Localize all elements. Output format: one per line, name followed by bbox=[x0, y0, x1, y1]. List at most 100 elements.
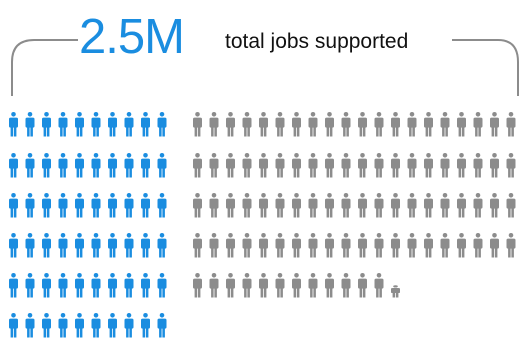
blue-person-icon bbox=[157, 273, 167, 298]
blue-person-icon bbox=[124, 153, 134, 178]
blue-person-icon bbox=[75, 193, 84, 218]
blue-person-icon bbox=[58, 193, 68, 218]
gray-person-icon bbox=[358, 233, 367, 258]
gray-person-icon bbox=[292, 273, 301, 298]
blue-person-icon bbox=[75, 233, 84, 258]
blue-person-icon bbox=[124, 112, 134, 137]
blue-person-icon bbox=[141, 233, 150, 258]
gray-person-icon bbox=[424, 153, 433, 178]
blue-person-icon bbox=[58, 112, 68, 137]
gray-person-icon bbox=[473, 193, 483, 218]
blue-person-icon bbox=[91, 112, 101, 137]
gray-person-icon bbox=[308, 193, 318, 218]
gray-person-icon bbox=[457, 233, 466, 258]
blue-person-icon bbox=[75, 313, 84, 338]
gray-person-icon bbox=[490, 193, 499, 218]
blue-person-icon bbox=[141, 273, 150, 298]
gray-person-icon bbox=[374, 112, 384, 137]
gray-person-icon bbox=[407, 193, 417, 218]
blue-person-icon bbox=[157, 112, 167, 137]
gray-person-icon bbox=[226, 112, 235, 137]
gray-person-icon bbox=[358, 153, 367, 178]
gray-person-icon bbox=[259, 193, 268, 218]
blue-person-icon bbox=[9, 112, 18, 137]
gray-person-icon bbox=[242, 273, 252, 298]
blue-person-icon bbox=[25, 153, 35, 178]
blue-person-icon bbox=[42, 273, 51, 298]
gray-person-icon bbox=[358, 193, 367, 218]
blue-person-icon bbox=[42, 313, 51, 338]
blue-person-icon bbox=[42, 153, 51, 178]
headline-value: 2.5M bbox=[79, 10, 184, 64]
blue-person-icon bbox=[58, 153, 68, 178]
blue-person-icon bbox=[108, 273, 117, 298]
blue-person-icon bbox=[75, 273, 84, 298]
blue-person-icon bbox=[25, 233, 35, 258]
blue-person-icon bbox=[9, 233, 18, 258]
gray-person-icon bbox=[242, 233, 252, 258]
gray-person-icon bbox=[292, 193, 301, 218]
gray-person-icon bbox=[490, 153, 499, 178]
blue-person-icon bbox=[9, 153, 18, 178]
gray-person-icon bbox=[457, 193, 466, 218]
gray-person-icon bbox=[259, 153, 268, 178]
blue-person-icon bbox=[25, 313, 35, 338]
gray-person-icon bbox=[275, 273, 285, 298]
blue-person-icon bbox=[42, 112, 51, 137]
gray-person-icon bbox=[391, 112, 400, 137]
blue-person-icon bbox=[25, 273, 35, 298]
bracket-left bbox=[11, 39, 78, 96]
gray-person-icon bbox=[292, 112, 301, 137]
gray-person-icon bbox=[308, 153, 318, 178]
gray-person-icon bbox=[473, 153, 483, 178]
gray-person-icon bbox=[374, 233, 384, 258]
gray-person-icon bbox=[226, 233, 235, 258]
blue-person-icon bbox=[124, 193, 134, 218]
gray-person-icon bbox=[424, 112, 433, 137]
gray-person-icon bbox=[193, 193, 202, 218]
gray-person-icon bbox=[440, 112, 450, 137]
gray-person-icon bbox=[275, 153, 285, 178]
gray-person-icon bbox=[490, 233, 499, 258]
blue-person-icon bbox=[91, 313, 101, 338]
blue-person-icon bbox=[25, 193, 35, 218]
gray-person-icon bbox=[226, 153, 235, 178]
gray-person-icon bbox=[259, 233, 268, 258]
blue-person-icon bbox=[124, 313, 134, 338]
gray-person-icon bbox=[209, 153, 219, 178]
gray-person-icon bbox=[209, 233, 219, 258]
blue-person-icon bbox=[42, 193, 51, 218]
blue-person-icon bbox=[108, 313, 117, 338]
gray-person-icon bbox=[341, 193, 351, 218]
gray-person-icon bbox=[242, 193, 252, 218]
gray-person-icon bbox=[374, 193, 384, 218]
blue-person-icon bbox=[157, 233, 167, 258]
gray-person-icon bbox=[292, 153, 301, 178]
gray-person-icon bbox=[490, 112, 499, 137]
gray-person-icon bbox=[506, 193, 516, 218]
gray-person-icon bbox=[209, 273, 219, 298]
gray-person-icon bbox=[473, 112, 483, 137]
gray-person-icon bbox=[506, 153, 516, 178]
blue-person-icon bbox=[141, 153, 150, 178]
gray-person-icon bbox=[226, 193, 235, 218]
blue-person-icon bbox=[157, 153, 167, 178]
blue-person-icon bbox=[75, 153, 84, 178]
gray-person-icon bbox=[440, 153, 450, 178]
gray-person-icon bbox=[374, 153, 384, 178]
blue-person-icon bbox=[157, 313, 167, 338]
blue-person-icon bbox=[108, 112, 117, 137]
gray-person-icon bbox=[259, 273, 268, 298]
gray-person-icon bbox=[358, 273, 367, 298]
gray-person-icon bbox=[358, 112, 367, 137]
blue-person-icon bbox=[58, 233, 68, 258]
blue-person-icon bbox=[141, 112, 150, 137]
gray-person-icon bbox=[407, 233, 417, 258]
gray-person-icon bbox=[506, 233, 516, 258]
blue-person-icon bbox=[58, 313, 68, 338]
gray-person-icon bbox=[341, 273, 351, 298]
blue-person-icon bbox=[108, 233, 117, 258]
gray-person-icon bbox=[440, 233, 450, 258]
gray-person-icon bbox=[292, 233, 301, 258]
